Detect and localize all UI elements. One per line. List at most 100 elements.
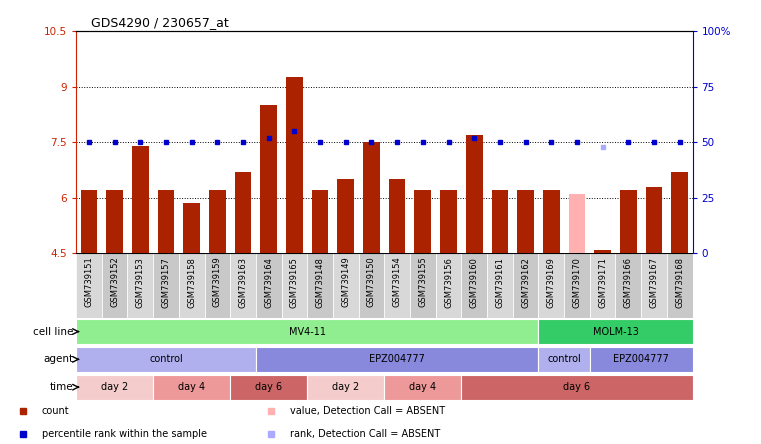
Bar [487, 254, 513, 317]
Bar [234, 172, 251, 254]
Bar [286, 77, 303, 254]
Text: GSM739167: GSM739167 [649, 257, 658, 308]
Text: GSM739168: GSM739168 [675, 257, 684, 308]
Bar [590, 254, 616, 317]
Bar [102, 254, 128, 317]
Text: day 6: day 6 [255, 382, 282, 392]
Text: GDS4290 / 230657_at: GDS4290 / 230657_at [91, 16, 229, 29]
Text: GSM739162: GSM739162 [521, 257, 530, 308]
Text: GSM739155: GSM739155 [419, 257, 428, 307]
Bar [312, 190, 329, 254]
Text: GSM739160: GSM739160 [470, 257, 479, 308]
Bar [307, 375, 384, 400]
Text: day 2: day 2 [332, 382, 359, 392]
Text: GSM739154: GSM739154 [393, 257, 402, 307]
Text: GSM739164: GSM739164 [264, 257, 273, 308]
Bar [568, 194, 585, 254]
Bar [538, 319, 693, 344]
Bar [440, 190, 457, 254]
Bar [538, 347, 590, 372]
Bar [132, 146, 148, 254]
Bar [384, 375, 461, 400]
Bar [256, 347, 538, 372]
Bar [307, 254, 333, 317]
Bar [492, 190, 508, 254]
Text: GSM739151: GSM739151 [84, 257, 94, 307]
Bar [256, 254, 282, 317]
Bar [158, 190, 174, 254]
Bar [461, 375, 693, 400]
Text: cell line: cell line [33, 326, 74, 337]
Text: GSM739169: GSM739169 [546, 257, 556, 308]
Bar [153, 254, 179, 317]
Text: GSM739170: GSM739170 [572, 257, 581, 308]
Bar [590, 347, 693, 372]
Text: MOLM-13: MOLM-13 [593, 326, 638, 337]
Text: GSM739166: GSM739166 [624, 257, 633, 308]
Bar [260, 105, 277, 254]
Bar [230, 375, 307, 400]
Text: GSM739171: GSM739171 [598, 257, 607, 308]
Bar [616, 254, 641, 317]
Bar [230, 254, 256, 317]
Bar [128, 254, 153, 317]
Text: GSM739165: GSM739165 [290, 257, 299, 308]
Bar [594, 250, 611, 254]
Bar [153, 375, 230, 400]
Bar [333, 254, 358, 317]
Bar [81, 190, 97, 254]
Text: day 2: day 2 [101, 382, 129, 392]
Bar [337, 179, 354, 254]
Bar [645, 187, 662, 254]
Bar [620, 190, 637, 254]
Bar [76, 254, 102, 317]
Text: day 4: day 4 [178, 382, 205, 392]
Text: GSM739163: GSM739163 [238, 257, 247, 308]
Text: GSM739157: GSM739157 [161, 257, 170, 308]
Bar [671, 172, 688, 254]
Bar [282, 254, 307, 317]
Bar [363, 142, 380, 254]
Bar [466, 135, 482, 254]
Text: GSM739152: GSM739152 [110, 257, 119, 307]
Bar [107, 190, 123, 254]
Text: GSM739159: GSM739159 [213, 257, 222, 307]
Bar [389, 179, 406, 254]
Text: rank, Detection Call = ABSENT: rank, Detection Call = ABSENT [290, 429, 441, 439]
Bar [183, 203, 200, 254]
Text: day 4: day 4 [409, 382, 436, 392]
Bar [517, 190, 534, 254]
Bar [513, 254, 539, 317]
Text: control: control [149, 354, 183, 365]
Bar [209, 190, 226, 254]
Text: GSM739158: GSM739158 [187, 257, 196, 308]
Text: GSM739156: GSM739156 [444, 257, 453, 308]
Bar [410, 254, 435, 317]
Bar [76, 319, 538, 344]
Bar [538, 254, 564, 317]
Text: time: time [50, 382, 74, 392]
Bar [179, 254, 205, 317]
Text: GSM739161: GSM739161 [495, 257, 505, 308]
Text: MV4-11: MV4-11 [288, 326, 326, 337]
Bar [641, 254, 667, 317]
Text: GSM739149: GSM739149 [341, 257, 350, 307]
Text: control: control [547, 354, 581, 365]
Text: EPZ004777: EPZ004777 [369, 354, 425, 365]
Bar [205, 254, 231, 317]
Text: EPZ004777: EPZ004777 [613, 354, 669, 365]
Text: GSM739153: GSM739153 [135, 257, 145, 308]
Bar [543, 190, 559, 254]
Bar [667, 254, 693, 317]
Text: GSM739150: GSM739150 [367, 257, 376, 307]
Text: day 6: day 6 [563, 382, 591, 392]
Bar [461, 254, 487, 317]
Text: count: count [42, 406, 69, 416]
Text: percentile rank within the sample: percentile rank within the sample [42, 429, 206, 439]
Bar [358, 254, 384, 317]
Bar [76, 375, 153, 400]
Text: GSM739148: GSM739148 [316, 257, 325, 308]
Bar [384, 254, 410, 317]
Bar [435, 254, 461, 317]
Bar [76, 347, 256, 372]
